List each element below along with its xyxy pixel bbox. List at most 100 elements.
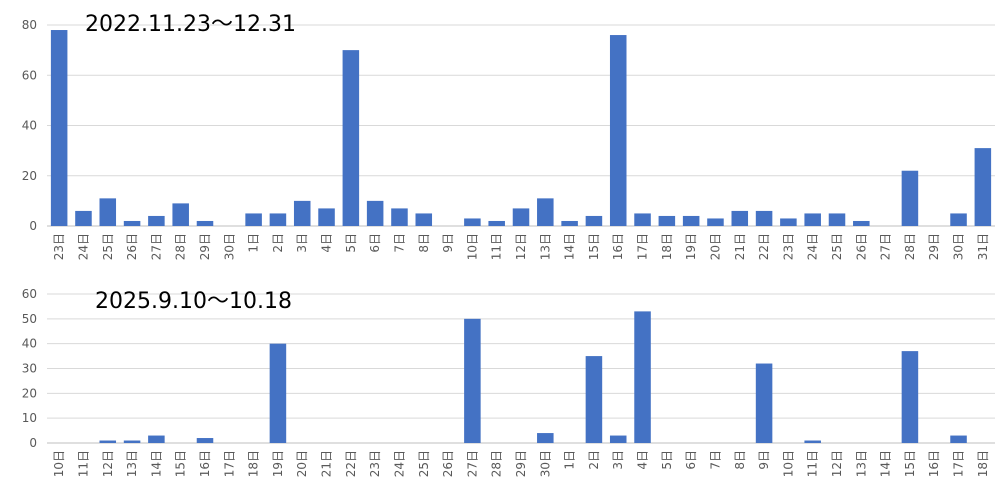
x-tick-label: 12日 (830, 450, 844, 477)
bar (50, 30, 68, 227)
y-tick-label: 20 (22, 386, 37, 400)
bar (537, 433, 554, 443)
x-tick-label: 22日 (344, 450, 358, 477)
x-tick-label: 6日 (684, 450, 698, 470)
x-tick-label: 11日 (76, 450, 90, 477)
x-tick-label: 21日 (320, 450, 334, 477)
bar (755, 210, 773, 226)
bar (391, 208, 408, 226)
x-tick-label: 17日 (222, 450, 236, 477)
chart-title: 2022.11.23～12.31 (85, 12, 296, 37)
x-tick-label: 7日 (392, 233, 406, 253)
bar (245, 213, 262, 226)
bar (172, 203, 189, 226)
y-tick-label: 60 (22, 287, 37, 301)
x-tick-label: 28日 (903, 233, 917, 260)
x-tick-label: 25日 (830, 233, 844, 260)
x-tick-label: 13日 (125, 450, 139, 477)
x-tick-label: 31日 (976, 233, 990, 260)
x-tick-label: 17日 (636, 233, 650, 260)
x-tick-label: 28日 (490, 450, 504, 477)
x-tick-label: 4日 (320, 233, 334, 253)
bar (269, 343, 287, 443)
bar (634, 311, 651, 443)
x-tick-label: 19日 (271, 450, 285, 477)
x-tick-label: 27日 (465, 450, 479, 477)
x-tick-label: 13日 (538, 233, 552, 260)
x-tick-label: 24日 (806, 233, 820, 260)
x-tick-label: 26日 (854, 233, 868, 260)
x-tick-label: 29日 (927, 233, 941, 260)
x-tick-label: 30日 (222, 233, 236, 260)
x-tick-label: 1日 (247, 233, 261, 253)
bar (342, 50, 360, 226)
x-tick-label: 12日 (101, 450, 115, 477)
x-tick-label: 10日 (781, 450, 795, 477)
x-tick-label: 14日 (879, 450, 893, 477)
x-tick-label: 2日 (587, 450, 601, 470)
chart-title: 2025.9.10～10.18 (95, 289, 292, 314)
x-tick-label: 27日 (879, 233, 893, 260)
bar (804, 213, 821, 226)
x-tick-label: 1日 (563, 450, 577, 470)
x-tick-label: 11日 (490, 233, 504, 260)
x-tick-label: 25日 (101, 233, 115, 260)
bar (974, 148, 992, 226)
bar (512, 208, 530, 226)
x-tick-label: 18日 (660, 233, 674, 260)
x-tick-label: 22日 (757, 233, 771, 260)
x-tick-label: 10日 (52, 450, 66, 477)
x-tick-label: 19日 (684, 233, 698, 260)
x-tick-label: 26日 (125, 233, 139, 260)
bar (658, 215, 676, 226)
x-tick-label: 16日 (927, 450, 941, 477)
x-tick-label: 13日 (854, 450, 868, 477)
x-tick-label: 5日 (344, 233, 358, 253)
y-tick-label: 60 (22, 68, 37, 82)
y-tick-label: 0 (29, 219, 37, 233)
x-tick-label: 4日 (636, 450, 650, 470)
bar (755, 363, 773, 443)
bar (196, 438, 214, 443)
x-tick-label: 3日 (611, 450, 625, 470)
x-tick-label: 15日 (587, 233, 601, 260)
y-tick-label: 40 (22, 119, 37, 133)
x-tick-label: 15日 (174, 450, 188, 477)
x-tick-label: 24日 (392, 450, 406, 477)
x-tick-label: 8日 (733, 450, 747, 470)
x-tick-label: 14日 (563, 233, 577, 260)
y-tick-label: 30 (22, 362, 37, 376)
x-tick-label: 16日 (611, 233, 625, 260)
x-tick-label: 8日 (417, 233, 431, 253)
bar (853, 220, 870, 226)
bar (123, 220, 141, 226)
bar (99, 440, 117, 443)
bar (196, 220, 214, 226)
x-tick-label: 20日 (708, 233, 722, 260)
bar (950, 213, 967, 226)
bar (366, 200, 384, 226)
bar (123, 440, 141, 443)
bar (585, 356, 603, 443)
bar (609, 435, 627, 443)
x-tick-label: 14日 (149, 450, 163, 477)
x-tick-label: 30日 (538, 450, 552, 477)
bar (828, 213, 846, 226)
chart-1: 0 20 40 60 80 23日 24日 25日 26日 27日 28日 29日 30日 1日 2日 3日 4… (22, 12, 995, 260)
chart-2: 0 10 20 30 40 50 60 10日 11日 12日 13日 14日 15日 16日 17日 18日… (22, 287, 995, 477)
bar (488, 220, 505, 226)
x-tick-label: 3日 (295, 233, 309, 253)
bar (609, 35, 627, 226)
bar (537, 198, 554, 226)
bar (804, 440, 821, 443)
bar (731, 210, 749, 226)
x-tick-label: 21日 (733, 233, 747, 260)
y-tick-label: 20 (22, 169, 37, 183)
x-tick-label: 23日 (781, 233, 795, 260)
y-tick-label: 0 (29, 436, 37, 450)
x-tick-label: 26日 (441, 450, 455, 477)
x-tick-label: 16日 (198, 450, 212, 477)
bar (318, 208, 335, 226)
y-tick-label: 40 (22, 337, 37, 351)
